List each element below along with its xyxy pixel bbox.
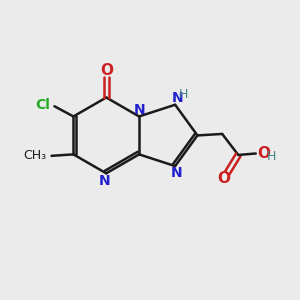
Text: O: O — [257, 146, 270, 161]
Text: H: H — [179, 88, 189, 101]
Text: N: N — [172, 91, 183, 105]
Text: N: N — [171, 167, 182, 180]
Text: N: N — [134, 103, 146, 117]
Text: Cl: Cl — [35, 98, 50, 112]
Text: CH₃: CH₃ — [23, 149, 46, 162]
Text: H: H — [267, 151, 276, 164]
Text: O: O — [217, 171, 230, 186]
Text: N: N — [99, 174, 111, 188]
Text: O: O — [100, 63, 113, 78]
